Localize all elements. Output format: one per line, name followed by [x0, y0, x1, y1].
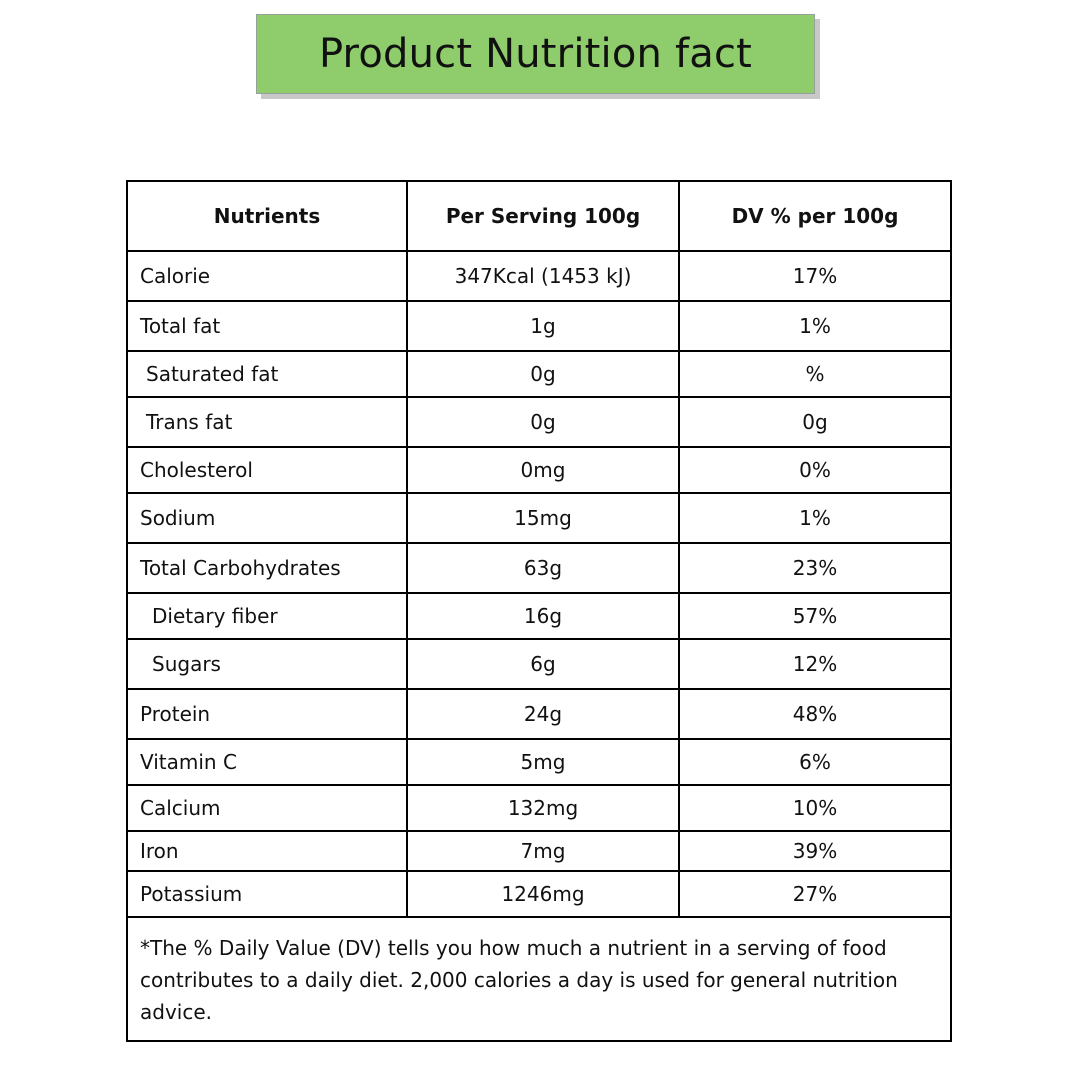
per-serving-value: 0g [406, 350, 680, 398]
table-row: Protein 24g 48% [126, 688, 952, 740]
nutrient-name: Vitamin C [126, 738, 408, 786]
nutrient-name: Saturated fat [126, 350, 408, 398]
page-title: Product Nutrition fact [318, 31, 753, 77]
table-header-row: Nutrients Per Serving 100g DV % per 100g [126, 180, 952, 252]
table-row: Calorie 347Kcal (1453 kJ) 17% [126, 250, 952, 302]
dv-value: 23% [678, 542, 952, 594]
dv-value: 0% [678, 446, 952, 494]
per-serving-value: 1g [406, 300, 680, 352]
dv-value: % [678, 350, 952, 398]
header-nutrients: Nutrients [126, 180, 408, 252]
header-per-serving: Per Serving 100g [406, 180, 680, 252]
per-serving-value: 0g [406, 396, 680, 448]
table-row: Total Carbohydrates 63g 23% [126, 542, 952, 594]
per-serving-value: 63g [406, 542, 680, 594]
table-row: Sugars 6g 12% [126, 638, 952, 690]
table-row: Trans fat 0g 0g [126, 396, 952, 448]
nutrient-name: Protein [126, 688, 408, 740]
nutrient-name: Calorie [126, 250, 408, 302]
table-row: Dietary fiber 16g 57% [126, 592, 952, 640]
per-serving-value: 347Kcal (1453 kJ) [406, 250, 680, 302]
nutrient-name: Dietary fiber [126, 592, 408, 640]
nutrient-name: Total fat [126, 300, 408, 352]
nutrient-name: Sodium [126, 492, 408, 544]
table-row: Potassium 1246mg 27% [126, 870, 952, 918]
footnote-row: *The % Daily Value (DV) tells you how mu… [126, 916, 952, 1042]
table-row: Cholesterol 0mg 0% [126, 446, 952, 494]
nutrient-name: Total Carbohydrates [126, 542, 408, 594]
dv-value: 57% [678, 592, 952, 640]
per-serving-value: 0mg [406, 446, 680, 494]
dv-value: 17% [678, 250, 952, 302]
daily-value-footnote: *The % Daily Value (DV) tells you how mu… [126, 916, 952, 1042]
nutrient-name: Potassium [126, 870, 408, 918]
dv-value: 27% [678, 870, 952, 918]
table-row: Iron 7mg 39% [126, 830, 952, 872]
dv-value: 0g [678, 396, 952, 448]
per-serving-value: 132mg [406, 784, 680, 832]
table-row: Total fat 1g 1% [126, 300, 952, 352]
dv-value: 10% [678, 784, 952, 832]
per-serving-value: 5mg [406, 738, 680, 786]
per-serving-value: 24g [406, 688, 680, 740]
table-row: Vitamin C 5mg 6% [126, 738, 952, 786]
dv-value: 6% [678, 738, 952, 786]
title-banner: Product Nutrition fact [256, 14, 815, 94]
per-serving-value: 6g [406, 638, 680, 690]
per-serving-value: 16g [406, 592, 680, 640]
nutrient-name: Calcium [126, 784, 408, 832]
per-serving-value: 1246mg [406, 870, 680, 918]
nutrition-table: Nutrients Per Serving 100g DV % per 100g… [126, 180, 952, 1042]
table-row: Sodium 15mg 1% [126, 492, 952, 544]
dv-value: 1% [678, 300, 952, 352]
per-serving-value: 7mg [406, 830, 680, 872]
nutrient-name: Iron [126, 830, 408, 872]
nutrient-name: Cholesterol [126, 446, 408, 494]
nutrient-name: Sugars [126, 638, 408, 690]
nutrient-name: Trans fat [126, 396, 408, 448]
dv-value: 1% [678, 492, 952, 544]
table-row: Calcium 132mg 10% [126, 784, 952, 832]
header-dv-percent: DV % per 100g [678, 180, 952, 252]
dv-value: 39% [678, 830, 952, 872]
per-serving-value: 15mg [406, 492, 680, 544]
dv-value: 12% [678, 638, 952, 690]
dv-value: 48% [678, 688, 952, 740]
table-row: Saturated fat 0g % [126, 350, 952, 398]
